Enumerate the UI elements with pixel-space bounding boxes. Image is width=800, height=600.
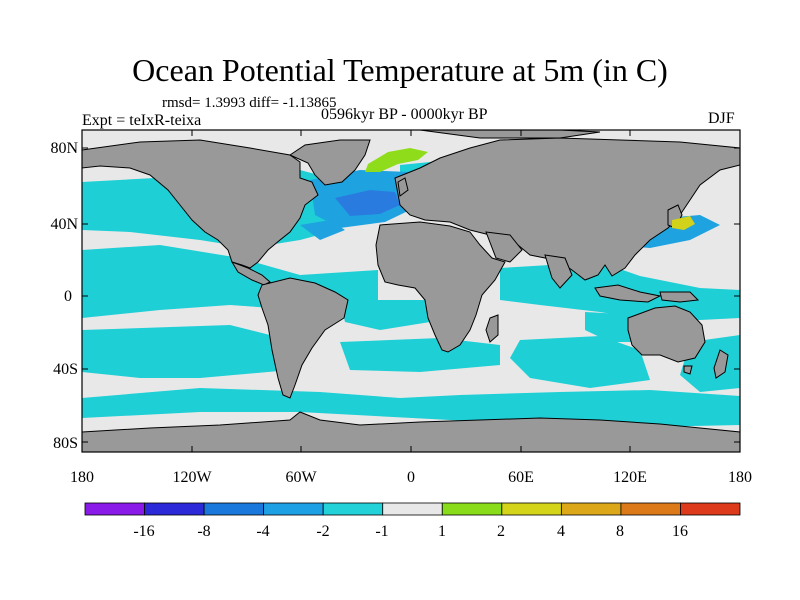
india xyxy=(544,254,573,289)
colorbar-label: -2 xyxy=(316,523,329,540)
colorbar-label: 16 xyxy=(672,523,688,540)
longitude-labels: 180 120W 60W 0 60E 120E 180 xyxy=(70,469,752,486)
lon-label: 60W xyxy=(285,469,317,486)
colorbar-box xyxy=(441,502,503,516)
arabian-peninsula xyxy=(485,231,523,263)
colorbar-label: 4 xyxy=(557,523,565,540)
colorbar-box xyxy=(84,502,145,516)
colorbar-label: -1 xyxy=(375,523,388,540)
new-zealand xyxy=(713,349,729,379)
colorbar-label: -8 xyxy=(197,523,210,540)
eurasia xyxy=(394,137,741,281)
axis-ticks xyxy=(81,130,741,452)
warm-anomaly-patches xyxy=(365,148,695,230)
lon-label: 0 xyxy=(407,469,415,486)
latitude-labels: 80N 40N 0 40S 80S xyxy=(50,140,78,452)
colorbar-box xyxy=(322,502,384,516)
lon-label: 120E xyxy=(613,469,647,486)
colorbar-box xyxy=(382,502,443,516)
colorbar-box xyxy=(501,502,562,516)
colorbar-box xyxy=(263,502,324,516)
colorbar-label: -16 xyxy=(133,523,154,540)
lat-label: 40S xyxy=(53,361,78,378)
rmsd-diff-stats: rmsd= 1.3993 diff= -1.13865 xyxy=(162,95,337,111)
colorbar-box xyxy=(560,502,622,516)
great-britain xyxy=(397,177,409,197)
south-america xyxy=(257,277,349,399)
colorbar-label: 8 xyxy=(616,523,624,540)
colorbar-box xyxy=(680,502,741,516)
australia xyxy=(627,305,706,363)
lat-label: 40N xyxy=(50,216,78,233)
season-label: DJF xyxy=(708,110,735,127)
period-label: 0596kyr BP - 0000kyr BP xyxy=(321,106,488,123)
colorbar-box xyxy=(620,502,681,516)
chart-title: Ocean Potential Temperature at 5m (in C) xyxy=(132,52,668,88)
colorbar-label: 1 xyxy=(438,523,446,540)
colorbar-label: -4 xyxy=(256,523,269,540)
indonesia xyxy=(594,284,662,303)
north-america xyxy=(81,139,319,269)
new-guinea xyxy=(659,291,700,303)
colorbar-box xyxy=(203,502,265,516)
lon-label: 180 xyxy=(70,469,94,486)
lon-label: 180 xyxy=(728,469,752,486)
colorbar-label: 2 xyxy=(497,523,505,540)
colorbar-box xyxy=(144,502,205,516)
lon-label: 120W xyxy=(172,469,212,486)
land-masses xyxy=(81,129,741,453)
colorbar xyxy=(84,502,741,516)
lat-label: 0 xyxy=(64,288,72,305)
madagascar xyxy=(485,314,499,343)
tasmania xyxy=(683,365,693,375)
africa xyxy=(375,221,506,353)
experiment-label: Expt = teIxR-teixa xyxy=(82,112,202,129)
lat-label: 80S xyxy=(53,435,78,452)
colorbar-labels: -16 -8 -4 -2 -1 1 2 4 8 16 xyxy=(133,523,688,540)
lon-label: 60E xyxy=(508,469,534,486)
greenland xyxy=(288,139,371,186)
lat-label: 80N xyxy=(50,140,78,157)
